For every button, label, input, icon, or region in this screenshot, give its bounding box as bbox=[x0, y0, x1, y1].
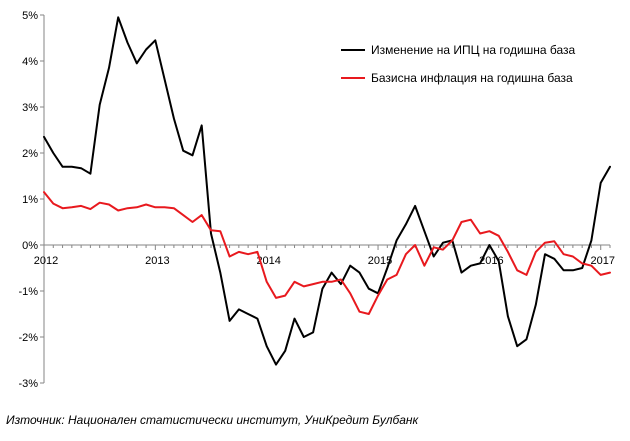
series-line-0 bbox=[43, 16, 611, 366]
y-tick-label: -3% bbox=[18, 378, 38, 390]
x-axis-ticks: 2012 2013 2014 2015 2016 2017 bbox=[34, 245, 615, 267]
x-tick-label: 2015 bbox=[368, 255, 392, 267]
y-tick-label: 4% bbox=[22, 56, 38, 68]
y-axis-ticks: 5% 4% 3% 2% 1% 0% -1% -2% -3% bbox=[18, 10, 44, 390]
series-line-1 bbox=[43, 191, 611, 315]
legend-label-0: Изменение на ИПЦ на годишна база bbox=[371, 43, 576, 57]
y-tick-label: -1% bbox=[18, 286, 38, 298]
x-tick-label: 2014 bbox=[256, 255, 280, 267]
y-tick-label: 0% bbox=[22, 240, 38, 252]
y-tick-label: 5% bbox=[22, 10, 38, 22]
x-tick-label: 2013 bbox=[145, 255, 169, 267]
chart-legend: Изменение на ИПЦ на годишна база Базисна … bbox=[341, 43, 576, 85]
y-tick-label: -2% bbox=[18, 332, 38, 344]
x-tick-label: 2017 bbox=[590, 255, 614, 267]
y-tick-label: 3% bbox=[22, 102, 38, 114]
source-note: Източник: Национален статистически инсти… bbox=[6, 413, 419, 427]
y-tick-label: 2% bbox=[22, 148, 38, 160]
legend-label-1: Базисна инфлация на годишна база bbox=[371, 71, 573, 85]
x-tick-label: 2012 bbox=[34, 255, 58, 267]
chart-series bbox=[43, 16, 611, 366]
y-tick-label: 1% bbox=[22, 194, 38, 206]
